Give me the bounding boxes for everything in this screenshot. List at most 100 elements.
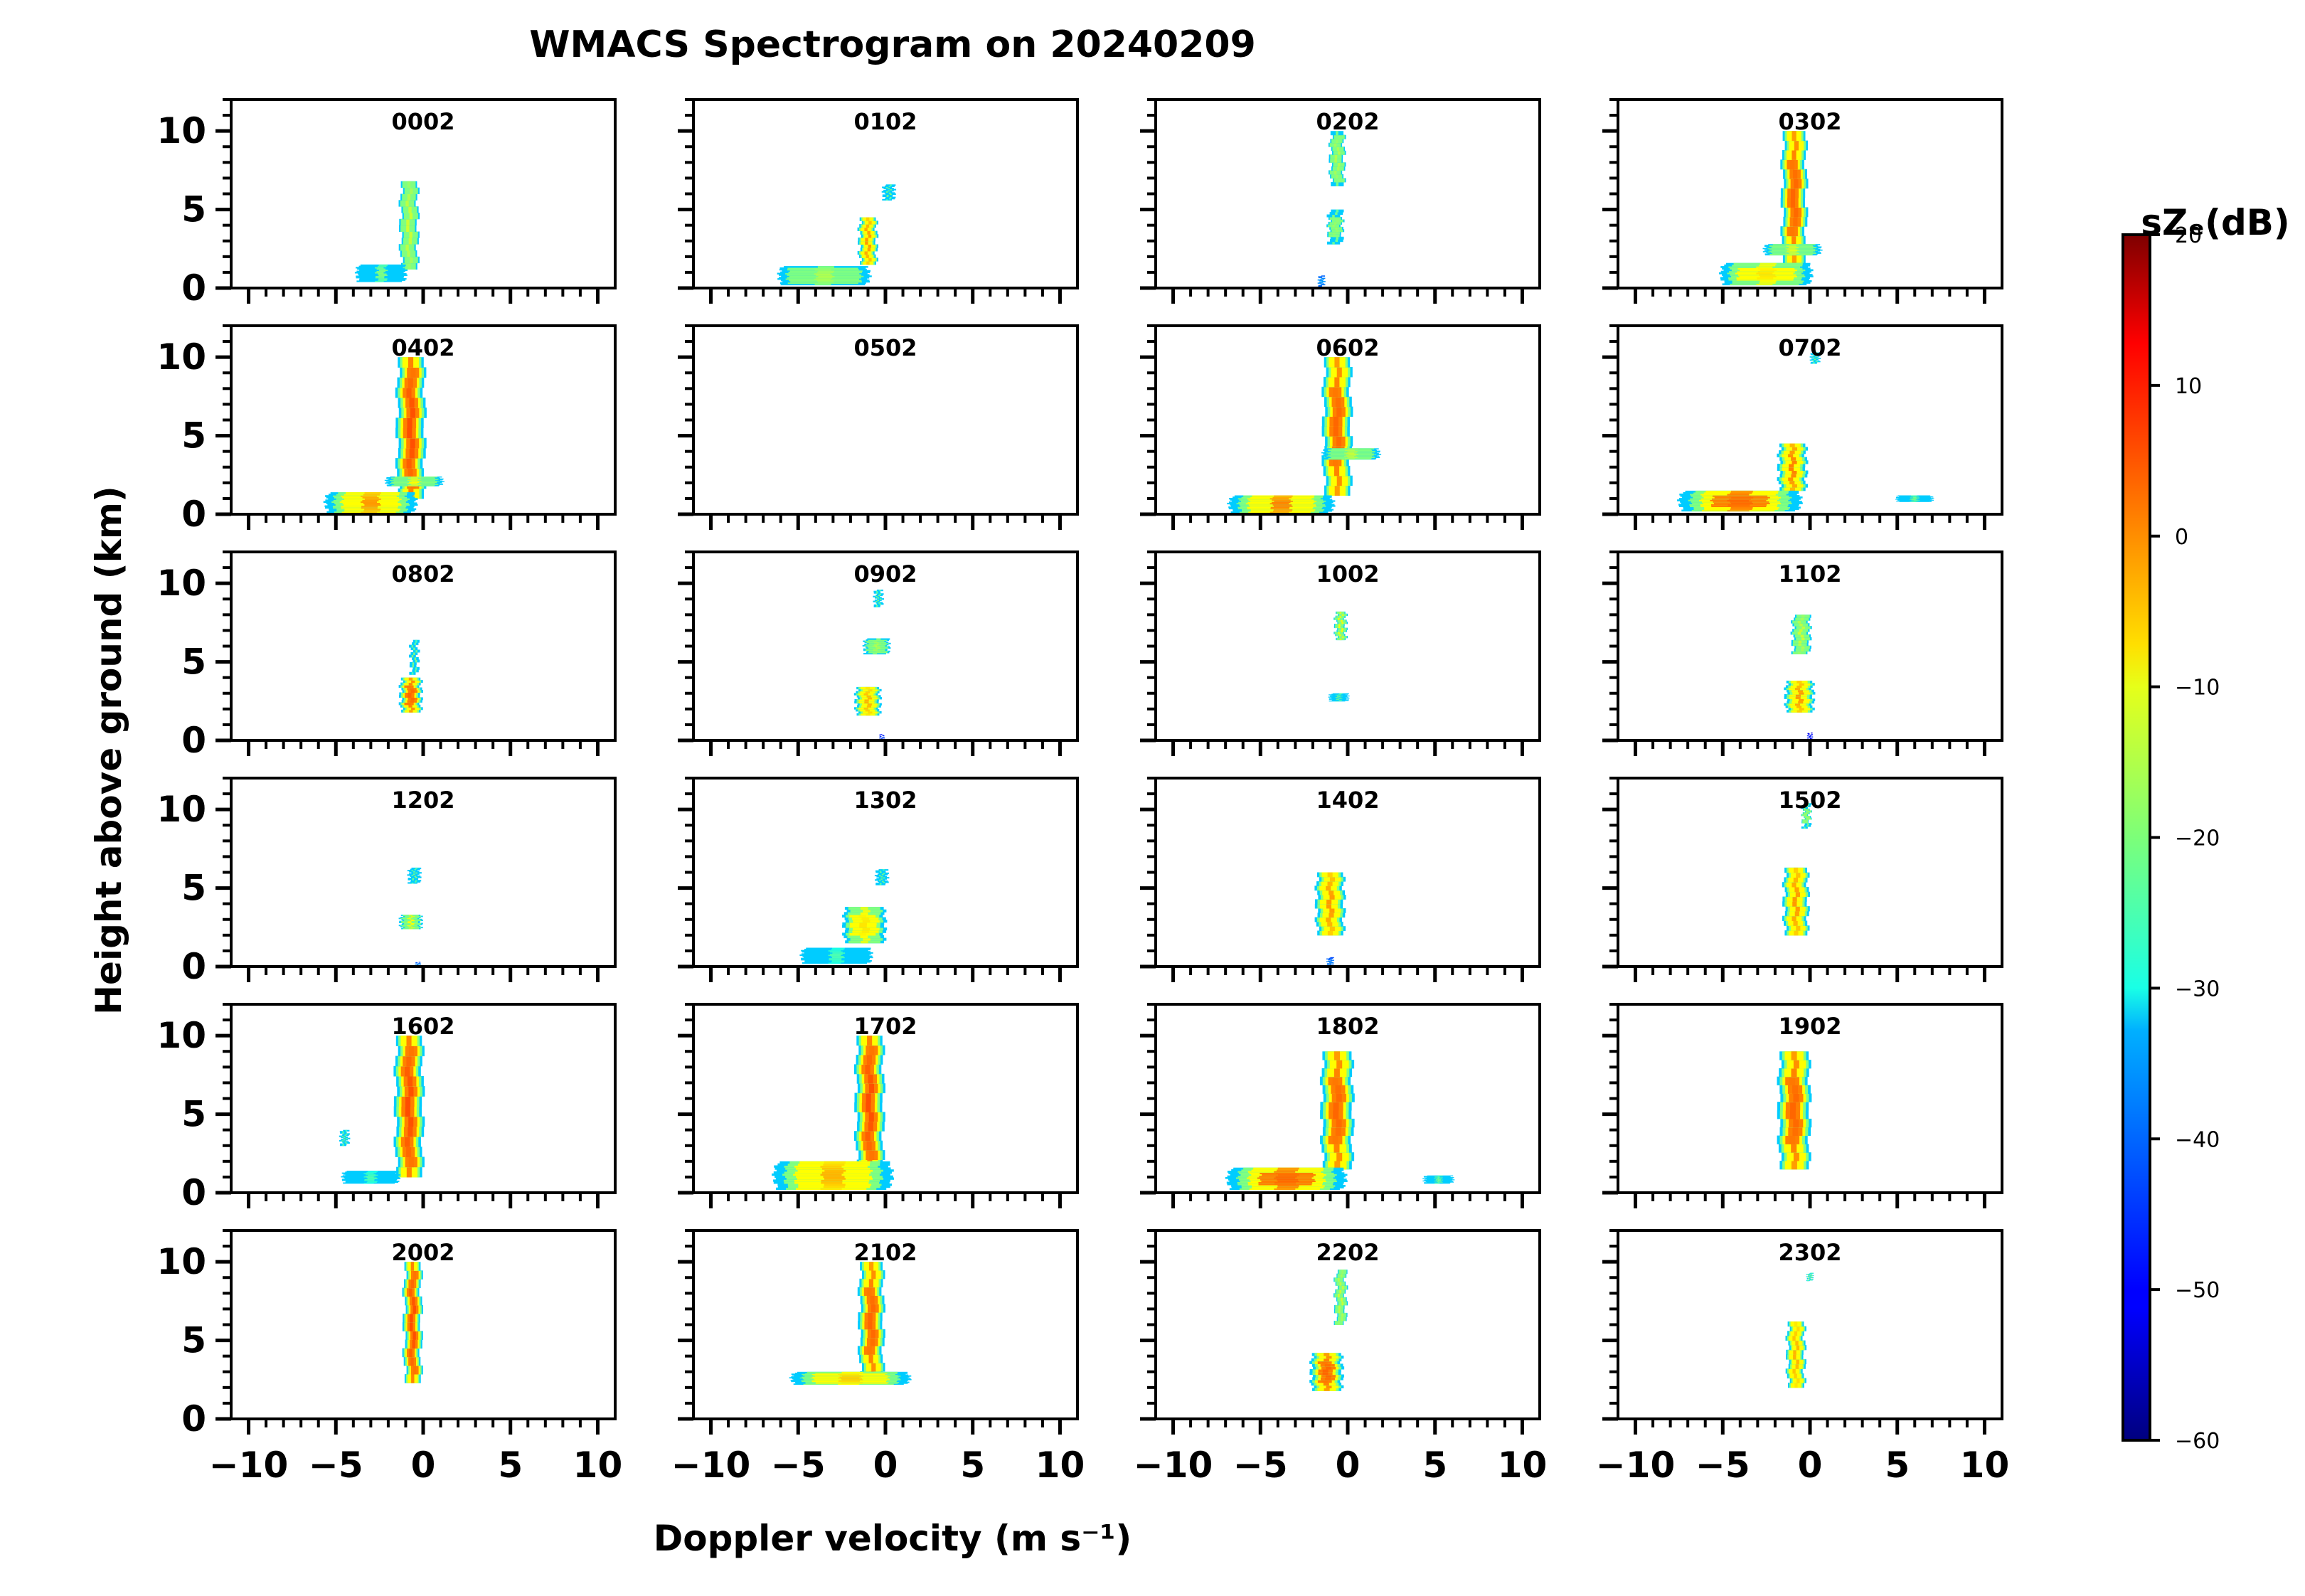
panel-time-label: 0202 xyxy=(1316,108,1379,135)
spectrum-core xyxy=(1796,872,1801,878)
spectrum-core xyxy=(867,230,871,235)
spectrum-core xyxy=(1435,1180,1441,1181)
spectrum-core xyxy=(415,867,417,869)
spectrum-core xyxy=(408,468,413,479)
spectrum-core xyxy=(1275,1175,1297,1178)
spectrum-core xyxy=(1335,396,1341,408)
spectrum-core xyxy=(1277,1185,1299,1187)
spectrum-core xyxy=(1786,254,1796,256)
spectrum-core xyxy=(867,1346,872,1355)
spectrum-core xyxy=(366,1181,377,1183)
spectrum-core xyxy=(412,1296,415,1306)
spectrum-core xyxy=(1807,823,1809,826)
spectrum-core xyxy=(881,873,884,876)
spectrum-core xyxy=(1341,1301,1344,1306)
spectrum-core xyxy=(344,1141,346,1143)
spectrum-core xyxy=(816,277,833,279)
spectrum-core xyxy=(1322,1371,1329,1376)
spectrum-core xyxy=(410,690,415,693)
spectrum-core xyxy=(1727,494,1750,496)
spectrum-core xyxy=(1814,358,1816,360)
spectrum-core xyxy=(868,244,871,248)
spectrum-core xyxy=(1792,1085,1799,1094)
spectrum-core xyxy=(376,270,385,272)
spectrum-core xyxy=(344,1134,346,1137)
y-tick-label: 10 xyxy=(156,789,206,830)
spectrum-core xyxy=(1341,1312,1343,1317)
spectrum-core xyxy=(365,1175,376,1177)
spectrum-core xyxy=(841,1378,863,1380)
spectrum-core xyxy=(1806,824,1809,827)
spectrum-core xyxy=(1319,282,1324,283)
spectrum-core xyxy=(866,254,869,258)
spectrum-core xyxy=(880,734,883,735)
spectrum-core xyxy=(1434,1176,1440,1178)
spectrum-core xyxy=(1801,626,1805,629)
spectrum-core xyxy=(408,262,411,270)
spectrum-core xyxy=(1809,735,1811,737)
y-tick-label: 5 xyxy=(181,189,206,230)
spectrum-core xyxy=(1912,501,1919,502)
spectrum-core xyxy=(407,427,412,439)
spectrum-core xyxy=(1338,1304,1341,1309)
spectrum-core xyxy=(879,883,882,885)
spectrum-core xyxy=(1321,277,1326,280)
spectrum-core xyxy=(1798,701,1804,704)
spectrum-core xyxy=(415,639,417,643)
y-tick-label: 0 xyxy=(181,1398,206,1440)
spectrum-core xyxy=(412,878,414,881)
spectrum-core xyxy=(366,1171,377,1174)
spectrum-core xyxy=(342,1144,344,1147)
spectrum-core xyxy=(1785,248,1796,250)
spectrum-core xyxy=(413,652,415,655)
spectrum-core xyxy=(1797,651,1801,654)
spectrum-core xyxy=(1327,872,1333,878)
spectrum-core xyxy=(1274,1188,1296,1191)
spectrum-core xyxy=(1318,276,1322,277)
spectrum-core xyxy=(1321,284,1326,286)
spectrum-core xyxy=(1791,1161,1797,1170)
spectrum-core xyxy=(871,1363,876,1372)
spectrum-core xyxy=(1338,697,1342,698)
spectrum-core xyxy=(858,915,866,918)
spectrum-core xyxy=(868,1321,873,1330)
spectrum-core xyxy=(1795,891,1800,898)
spectrum-core xyxy=(1277,1180,1299,1182)
x-tick-label: 10 xyxy=(1498,1445,1548,1486)
spectrum-0202 xyxy=(1317,131,1346,287)
spectrum-core xyxy=(1329,957,1334,959)
spectrum-core xyxy=(888,188,890,190)
spectrum-core xyxy=(1333,1102,1339,1111)
spectrum-core xyxy=(839,1380,861,1381)
spectrum-core xyxy=(414,657,417,660)
spectrum-core xyxy=(1757,270,1774,273)
spectrum-core xyxy=(860,912,868,915)
spectrum-core xyxy=(1792,131,1796,142)
spectrum-core xyxy=(342,1131,344,1133)
panel-1802: 1802 xyxy=(1140,1003,1541,1208)
spectrum-0402 xyxy=(323,357,445,514)
spectrum-core xyxy=(1794,687,1800,691)
colorbar-tick-label: −40 xyxy=(2175,1127,2220,1152)
spectrum-core xyxy=(1807,733,1810,735)
y-tick-label: 0 xyxy=(181,267,206,309)
panel-time-label: 0102 xyxy=(853,108,917,135)
panel-2102: 2102 −10 −5 0 5 10 xyxy=(671,1229,1085,1486)
spectrum-core xyxy=(870,1295,875,1304)
spectrum-core xyxy=(865,709,870,712)
spectrum-core xyxy=(1795,1340,1799,1346)
spectrum-core xyxy=(1789,464,1794,468)
spectrum-core xyxy=(410,437,415,449)
spectrum-core xyxy=(409,480,420,482)
spectrum-core xyxy=(1790,226,1795,237)
spectrum-core xyxy=(1333,1110,1339,1119)
spectrum-core xyxy=(1910,497,1917,499)
spectrum-core xyxy=(1339,611,1342,615)
x-tick-label: −10 xyxy=(1134,1445,1213,1486)
x-tick-label: −5 xyxy=(309,1445,363,1486)
spectrum-core xyxy=(1338,693,1341,695)
spectrum-core xyxy=(865,1131,871,1142)
spectrum-core xyxy=(1809,737,1811,738)
spectrum-core xyxy=(375,277,385,279)
spectrum-core xyxy=(408,692,412,696)
